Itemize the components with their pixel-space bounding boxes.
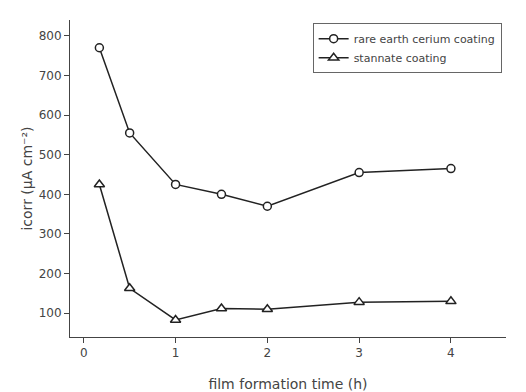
svg-text:film formation time (h): film formation time (h) bbox=[208, 376, 367, 392]
svg-text:300: 300 bbox=[39, 227, 62, 241]
svg-text:700: 700 bbox=[39, 69, 62, 83]
svg-text:800: 800 bbox=[39, 29, 62, 43]
svg-text:0: 0 bbox=[80, 346, 88, 360]
svg-text:2: 2 bbox=[264, 346, 272, 360]
svg-text:400: 400 bbox=[39, 188, 62, 202]
svg-text:1: 1 bbox=[172, 346, 180, 360]
svg-text:600: 600 bbox=[39, 108, 62, 122]
svg-text:stannate coating: stannate coating bbox=[354, 52, 447, 65]
svg-text:200: 200 bbox=[39, 267, 62, 281]
svg-text:4: 4 bbox=[447, 346, 455, 360]
svg-text:rare earth cerium coating: rare earth cerium coating bbox=[354, 33, 495, 46]
svg-text:3: 3 bbox=[355, 346, 363, 360]
svg-text:icorr (μA cm⁻²): icorr (μA cm⁻²) bbox=[19, 126, 35, 230]
svg-text:500: 500 bbox=[39, 148, 62, 162]
svg-text:100: 100 bbox=[39, 306, 62, 320]
